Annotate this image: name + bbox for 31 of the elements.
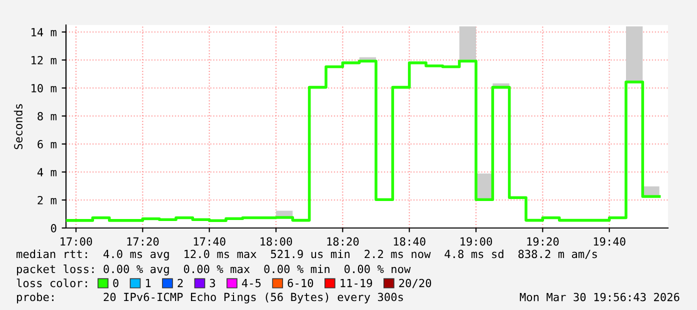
legend-label: 11-19 [340, 278, 372, 288]
x-tick-label: 17:40 [194, 237, 226, 246]
x-tick-label: 19:00 [460, 237, 492, 246]
x-tick-label: 18:20 [327, 237, 359, 246]
legend-title: loss color: [16, 278, 87, 288]
y-tick-label: 14 m [32, 28, 56, 36]
x-tick-label: 17:00 [60, 237, 92, 246]
text: probe: 20 IPv6-ICMP Echo Pings (56 Bytes) every 300s [17, 292, 403, 304]
y-tick-label: 8 m [38, 112, 56, 120]
legend-label: 20/20 [399, 278, 432, 288]
x-tick-label: 17:20 [127, 237, 159, 246]
y-tick-label: 2 m [38, 196, 56, 204]
legend-label: 6-10 [288, 278, 314, 288]
text: median rtt: 4.0 ms avg 12.0 ms max 521.9 us min 2.2 ms now 4.8 ms sd 838.2 m am/s [16, 250, 597, 260]
x-tick-label: 19:40 [594, 237, 626, 246]
legend-label: 3 [210, 278, 216, 288]
y-tick-label: 12 m [32, 56, 56, 64]
y-tick-label: 10 m [32, 84, 56, 92]
legend-label: 1 [146, 278, 151, 288]
legend-label: 4-5 [242, 278, 261, 288]
text: Mon Mar 30 19:56:43 2026 [520, 292, 680, 302]
y-tick-label: 4 m [37, 168, 56, 176]
legend-label: 2 [178, 278, 183, 288]
text: packet loss: 0.00 % avg 0.00 % max 0.00 % min 0.00 % now [17, 264, 411, 276]
y-axis-title: Seconds [14, 104, 23, 150]
x-tick-label: 18:00 [260, 237, 292, 246]
x-tick-label: 19:20 [527, 237, 559, 246]
y-tick-label: 0 [51, 224, 56, 232]
x-tick-label: 18:40 [394, 237, 426, 246]
y-tick-label: 6 m [38, 140, 56, 148]
legend-label: 0 [113, 278, 118, 288]
